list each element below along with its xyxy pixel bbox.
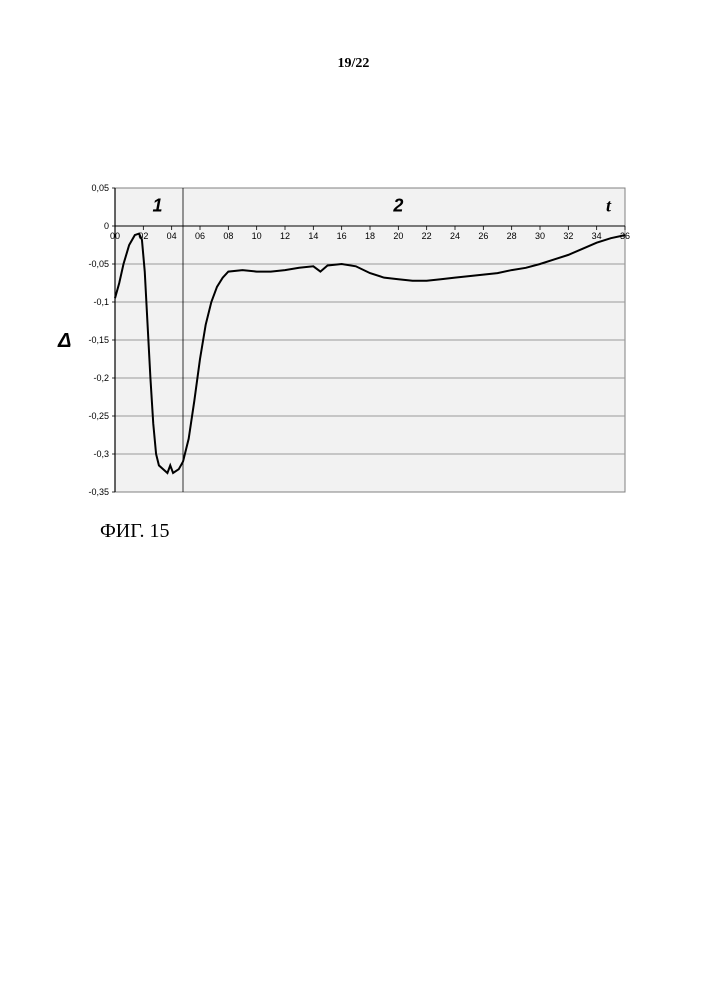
svg-text:04: 04 (167, 231, 177, 241)
svg-text:-0,35: -0,35 (88, 487, 109, 497)
svg-text:0: 0 (104, 221, 109, 231)
svg-text:-0,25: -0,25 (88, 411, 109, 421)
svg-text:26: 26 (478, 231, 488, 241)
page-number: 19/22 (0, 56, 707, 72)
svg-text:08: 08 (223, 231, 233, 241)
svg-text:30: 30 (535, 231, 545, 241)
svg-text:-0,2: -0,2 (93, 373, 109, 383)
y-axis-label: Δ (58, 330, 71, 353)
svg-text:12: 12 (280, 231, 290, 241)
svg-text:0,05: 0,05 (91, 183, 109, 193)
svg-text:10: 10 (252, 231, 262, 241)
svg-text:32: 32 (563, 231, 573, 241)
svg-text:06: 06 (195, 231, 205, 241)
svg-text:00: 00 (110, 231, 120, 241)
svg-text:-0,3: -0,3 (93, 449, 109, 459)
page: 19/22 Δ 000 2 04 06 08 10 12 14 16 18 20 22 24 26 28 30… (0, 0, 707, 1000)
svg-text:-0,05: -0,05 (88, 259, 109, 269)
svg-text:16: 16 (337, 231, 347, 241)
svg-text:14: 14 (308, 231, 318, 241)
svg-text:2: 2 (392, 195, 403, 215)
svg-text:1: 1 (152, 195, 162, 215)
svg-text:24: 24 (450, 231, 460, 241)
svg-text:-0,15: -0,15 (88, 335, 109, 345)
svg-text:18: 18 (365, 231, 375, 241)
svg-text:-0,1: -0,1 (93, 297, 109, 307)
svg-text:28: 28 (507, 231, 517, 241)
line-chart: 000204060810121416182022242628303234360,… (75, 180, 635, 500)
chart-container: 000204060810121416182022242628303234360,… (75, 180, 635, 500)
svg-text:22: 22 (422, 231, 432, 241)
svg-text:34: 34 (592, 231, 602, 241)
figure-caption: ФИГ. 15 (100, 520, 170, 543)
svg-text:20: 20 (393, 231, 403, 241)
